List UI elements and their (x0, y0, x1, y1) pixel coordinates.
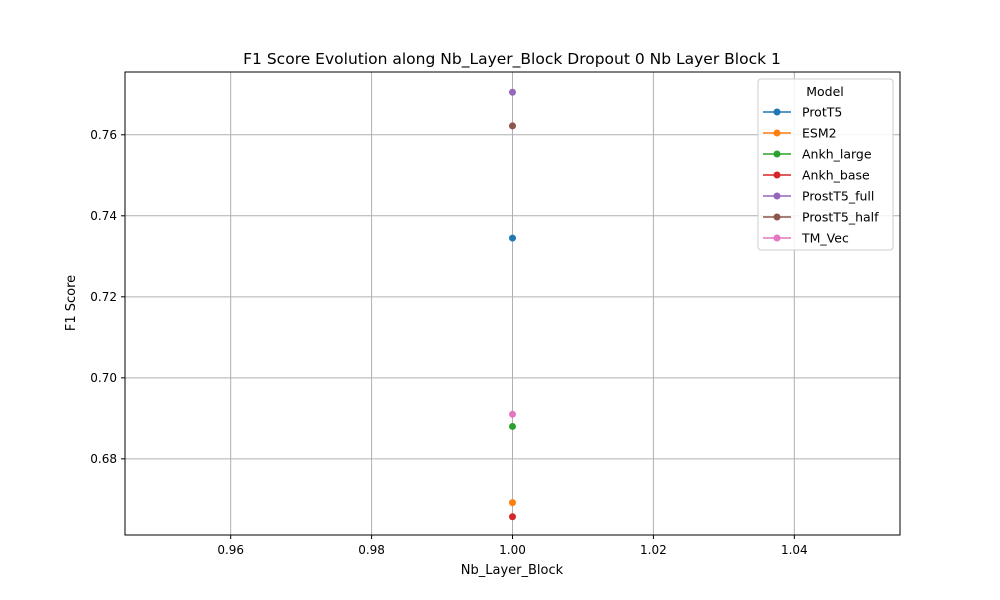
legend-marker-ProtT5 (773, 108, 781, 116)
y-axis-label: F1 Score (64, 275, 79, 331)
x-tick-label: 1.00 (499, 543, 526, 557)
legend-marker-TM_Vec (773, 234, 781, 242)
data-layer (509, 88, 516, 521)
legend-label: Ankh_base (802, 168, 870, 183)
legend-marker-ProstT5_half (773, 213, 781, 221)
y-tick-label: 0.74 (90, 209, 117, 223)
legend-marker-Ankh_large (773, 150, 781, 158)
legend-marker-ESM2 (773, 129, 781, 137)
x-tick-label: 0.98 (358, 543, 385, 557)
y-tick-label: 0.68 (90, 452, 117, 466)
data-point-Ankh_large (509, 422, 516, 430)
x-tick-label: 1.02 (640, 543, 667, 557)
legend-box (757, 78, 894, 251)
legend-marker-ProstT5_full (773, 192, 781, 200)
legend-label: TM_Vec (801, 231, 849, 246)
y-tick-label: 0.70 (90, 371, 117, 385)
legend-label: Ankh_large (802, 147, 872, 162)
legend-marker-Ankh_base (773, 171, 781, 179)
x-axis-label: Nb_Layer_Block (461, 563, 564, 578)
x-tick-label: 0.96 (217, 543, 244, 557)
legend-title: Model (806, 84, 844, 99)
legend-label: ESM2 (802, 126, 837, 141)
data-point-ESM2 (509, 499, 516, 507)
data-point-ProstT5_full (509, 88, 516, 96)
data-point-TM_Vec (509, 410, 516, 418)
y-axis: 0.68 0.70 0.72 0.74 0.76 (90, 128, 125, 466)
data-point-ProtT5 (509, 234, 516, 242)
legend: Model ProtT5 ESM2 Ankh_large Ankh_base Prost… (757, 78, 894, 251)
y-tick-label: 0.76 (90, 128, 117, 142)
x-tick-label: 1.04 (781, 543, 808, 557)
y-tick-label: 0.72 (90, 290, 117, 304)
legend-label: ProtT5 (802, 105, 842, 120)
x-axis: 0.96 0.98 1.00 1.02 1.04 (217, 535, 808, 557)
legend-label: ProstT5_half (802, 210, 879, 225)
data-point-ProstT5_half (509, 122, 516, 130)
legend-entries: ProtT5 ESM2 Ankh_large Ankh_base ProstT5_ful… (763, 105, 879, 246)
data-point-Ankh_base (509, 513, 516, 521)
legend-label: ProstT5_full (802, 189, 874, 204)
chart-title: F1 Score Evolution along Nb_Layer_Block … (243, 50, 781, 69)
